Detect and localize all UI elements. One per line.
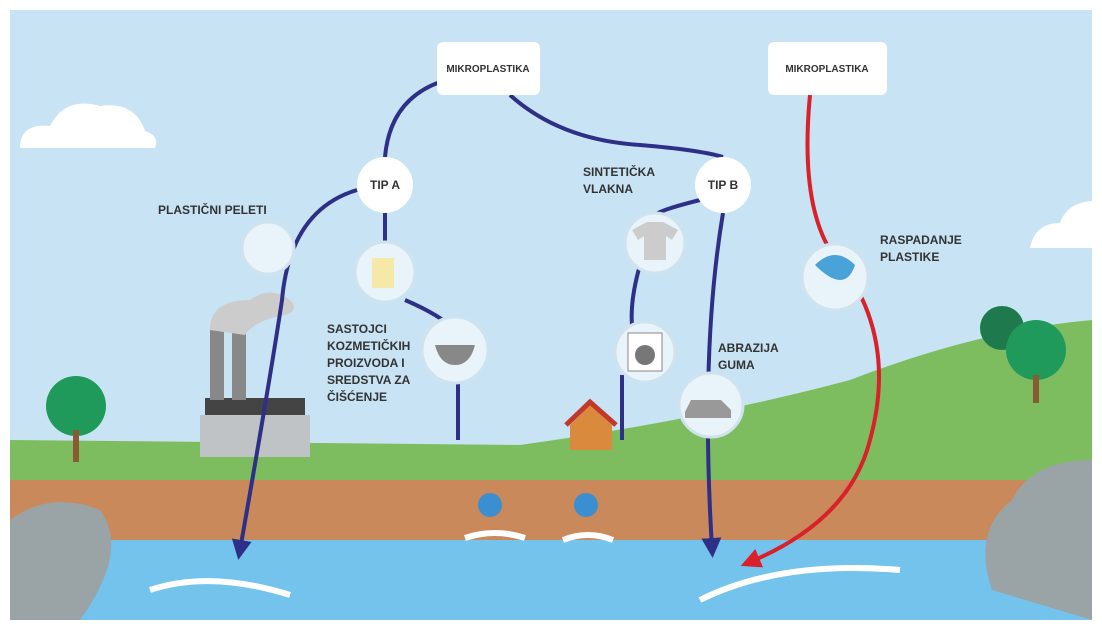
source-label: SINTETIČKA: [583, 164, 655, 179]
source-label: PLASTIČNI PELETI: [158, 202, 267, 217]
source-labels: PLASTIČNI PELETI SASTOJCI KOZMETIČKIH PROIZ…: [158, 164, 962, 404]
source-label: RASPADANJE: [880, 233, 962, 247]
flow-lines: [231, 80, 725, 560]
box: [437, 42, 540, 95]
box-label: MIKROPLASTIKA: [446, 64, 529, 75]
source-label: GUMA: [718, 358, 755, 372]
source-label: ČIŠĆENJE: [327, 389, 387, 404]
box: [768, 42, 887, 95]
icons: [240, 211, 870, 439]
source-label: VLAKNA: [583, 182, 633, 196]
source-label: SASTOJCI: [327, 322, 387, 336]
scene: [10, 10, 1092, 620]
box-label: MIKROPLASTIKA: [785, 64, 868, 75]
type-node: [695, 157, 751, 213]
type-node: [357, 157, 413, 213]
labels: MIKROPLASTIKA MIKROPLASTIKA TIP A TIP B: [357, 42, 887, 213]
source-label: ABRAZIJA: [718, 341, 779, 355]
flow-line-red: [740, 94, 881, 568]
source-label: PROIZVODA I: [327, 356, 405, 370]
source-label: KOZMETIČKIH: [327, 338, 410, 353]
source-label: SREDSTVA ZA: [327, 373, 411, 387]
type-label: TIP B: [708, 178, 739, 192]
source-label: PLASTIKE: [880, 250, 939, 264]
type-label: TIP A: [370, 178, 400, 192]
